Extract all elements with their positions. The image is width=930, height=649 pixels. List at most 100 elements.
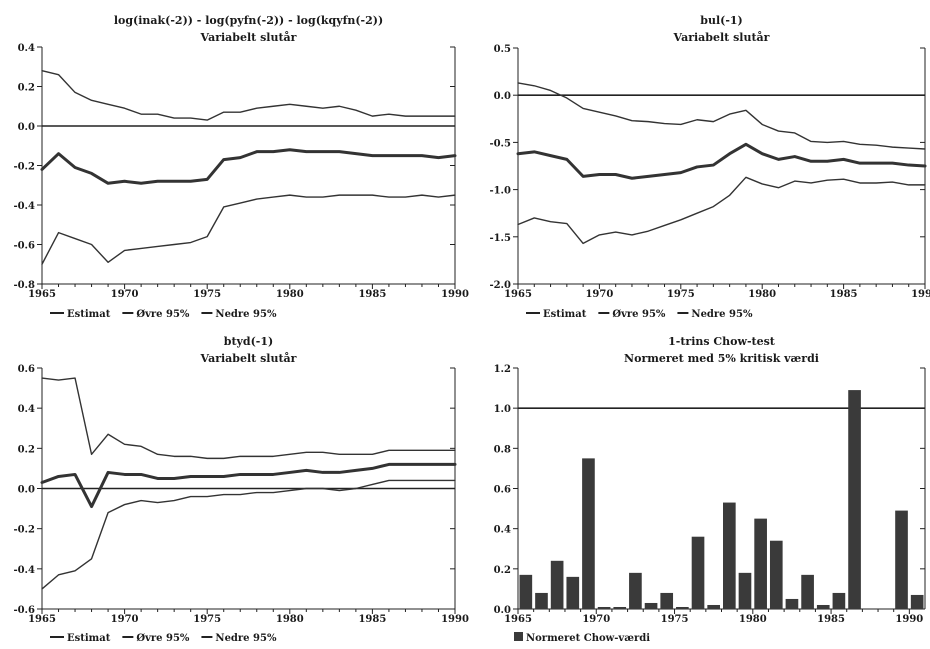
chart-title: log(inak(-2)) - log(pyfn(-2)) - log(kqyf… — [114, 14, 383, 27]
x-tick-label: 1965 — [504, 289, 532, 300]
x-tick-label: 1980 — [748, 289, 776, 300]
bar — [613, 606, 627, 609]
series-line-1 — [40, 148, 457, 185]
x-tick-label: 1990 — [441, 289, 469, 300]
y-tick-label: -1.5 — [489, 233, 511, 244]
bar — [629, 572, 642, 609]
x-tick-label: 1990 — [441, 614, 469, 625]
bar — [832, 592, 846, 609]
bar — [582, 458, 595, 609]
legend-label: Estimat — [67, 633, 111, 644]
y-tick-label: 0.4 — [18, 404, 35, 415]
y-tick-label: 0.0 — [494, 605, 511, 616]
series-line-3 — [517, 176, 926, 245]
series-line-2 — [41, 377, 456, 460]
bar — [519, 574, 533, 609]
series-line-2 — [517, 82, 926, 150]
y-tick-label: -1.0 — [489, 186, 511, 197]
series-line-1 — [516, 142, 927, 180]
bar — [535, 592, 548, 609]
y-tick-label: 1.0 — [494, 404, 511, 415]
bar — [707, 604, 720, 609]
y-tick-label: -0.4 — [13, 565, 35, 576]
y-tick-label: -0.5 — [489, 138, 511, 149]
x-tick-label: 1985 — [358, 289, 386, 300]
x-tick-label: 1970 — [582, 614, 610, 625]
series-line-3 — [41, 479, 456, 590]
y-tick-label: 0.0 — [18, 122, 35, 133]
y-tick-label: -0.6 — [13, 605, 35, 616]
y-tick-label: 1.2 — [494, 364, 511, 375]
chart-panel-2: bul(-1) Variabelt slutår -2.0 -1.5 -1.0 -0.5 0… — [489, 14, 930, 320]
bar — [816, 604, 830, 609]
y-tick-label: 0.4 — [494, 525, 511, 536]
x-tick-label: 1985 — [830, 289, 858, 300]
bar — [566, 576, 580, 609]
legend-label: Nedre 95% — [691, 309, 753, 320]
chart-title: bul(-1) — [700, 14, 743, 27]
chart-panel-3: btyd(-1) Variabelt slutår -0.6 -0.4 -0.2 0.0 0… — [13, 335, 469, 644]
y-tick-label: 0.2 — [18, 83, 35, 94]
x-tick-label: 1975 — [667, 289, 695, 300]
x-tick-label: 1970 — [111, 289, 139, 300]
bar — [660, 592, 674, 609]
y-tick-label: -0.8 — [13, 280, 35, 291]
bar — [691, 536, 705, 609]
legend-label: Normeret Chow-værdi — [526, 633, 650, 644]
bar — [738, 572, 752, 609]
x-tick-label: 1980 — [739, 614, 767, 625]
y-tick-label: 0.6 — [494, 485, 511, 496]
legend-label: Øvre 95% — [612, 309, 666, 320]
x-tick-label: 1965 — [28, 614, 56, 625]
x-tick-label: 1975 — [661, 614, 689, 625]
x-tick-label: 1985 — [817, 614, 845, 625]
y-tick-label: 0.2 — [494, 565, 511, 576]
x-tick-label: 1980 — [276, 614, 304, 625]
bar — [769, 540, 783, 609]
chart-title: btyd(-1) — [224, 335, 273, 348]
y-tick-label: -2.0 — [489, 280, 511, 291]
legend-swatch — [514, 632, 523, 641]
bar — [910, 594, 924, 609]
chart-title: 1-trins Chow-test — [668, 335, 776, 348]
y-tick-label: -0.2 — [13, 525, 35, 536]
bar — [676, 606, 689, 609]
legend-label: Nedre 95% — [215, 309, 277, 320]
bar — [895, 510, 908, 609]
series-line-3 — [41, 194, 456, 265]
bar — [723, 502, 736, 609]
bar — [754, 518, 767, 609]
y-tick-label: 0.0 — [18, 485, 35, 496]
legend-label: Øvre 95% — [136, 309, 190, 320]
x-tick-label: 1990 — [895, 614, 923, 625]
y-tick-label: 0.5 — [494, 44, 511, 55]
y-tick-label: 0.8 — [494, 444, 511, 455]
y-tick-label: 0.6 — [18, 364, 35, 375]
x-tick-label: 1975 — [193, 614, 221, 625]
bar — [801, 574, 814, 609]
y-tick-label: 0.2 — [18, 444, 35, 455]
y-tick-label: -0.2 — [13, 162, 35, 173]
chart-subtitle: Normeret med 5% kritisk værdi — [624, 352, 819, 365]
x-tick-label: 1965 — [28, 289, 56, 300]
y-tick-label: -0.4 — [13, 201, 35, 212]
series-line-2 — [41, 69, 456, 121]
x-tick-label: 1975 — [193, 289, 221, 300]
chart-panel-1: log(inak(-2)) - log(pyfn(-2)) - log(kqyf… — [13, 14, 469, 320]
x-tick-label: 1970 — [585, 289, 613, 300]
bar — [597, 606, 611, 609]
x-tick-label: 1980 — [276, 289, 304, 300]
chart-panel-4: 1-trins Chow-test Normeret med 5% kritisk… — [494, 335, 926, 644]
x-tick-label: 1985 — [358, 614, 386, 625]
y-tick-label: 0.0 — [494, 91, 511, 102]
x-tick-label: 1970 — [111, 614, 139, 625]
bar — [550, 560, 564, 609]
x-tick-label: 1990 — [911, 289, 930, 300]
series-line-1 — [40, 462, 457, 509]
legend-label: Øvre 95% — [136, 633, 190, 644]
legend-label: Estimat — [67, 309, 111, 320]
y-tick-label: -0.6 — [13, 241, 35, 252]
x-tick-label: 1965 — [504, 614, 532, 625]
legend-label: Nedre 95% — [215, 633, 277, 644]
